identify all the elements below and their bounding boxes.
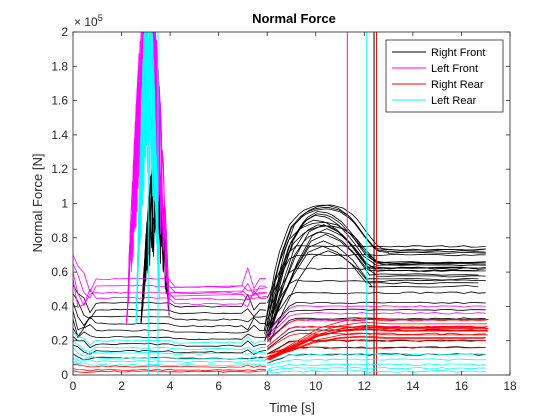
- series-right-front-peak: [266, 208, 486, 327]
- series-right-rear-peak: [269, 317, 489, 358]
- y-exponent-base: × 10: [74, 15, 98, 29]
- plot-area: [73, 32, 489, 375]
- series-right-front-peak: [265, 224, 479, 336]
- y-tick-label: 1: [61, 197, 68, 211]
- series-right-rear-baseline: [73, 368, 267, 372]
- series-right-front-peak: [268, 211, 486, 332]
- x-tick-label: 12: [358, 379, 372, 393]
- y-tick-label: 1.2: [51, 162, 68, 176]
- chart-title: Normal Force: [252, 11, 336, 26]
- legend-label: Right Front: [431, 47, 485, 59]
- y-exponent-power: 5: [98, 13, 103, 23]
- series-right-front-peak: [269, 250, 479, 343]
- series-left-rear-baseline: [73, 331, 267, 346]
- series-left-rear-spike: [135, 32, 160, 324]
- series-right-rear-peak: [265, 325, 486, 361]
- series-right-front-peak: [268, 213, 486, 333]
- legend-label: Right Rear: [431, 79, 484, 91]
- series-right-rear-baseline: [73, 363, 267, 368]
- series-left-front-baseline: [73, 254, 267, 293]
- series-right-front-baseline: [73, 327, 267, 341]
- series-right-front-peak: [264, 245, 479, 342]
- y-tick-label: 1.6: [51, 94, 68, 108]
- x-tick-label: 8: [264, 379, 271, 393]
- series-right-rear-baseline: [73, 370, 267, 373]
- series-right-front-baseline: [73, 301, 267, 326]
- series-left-rear-late: [267, 363, 486, 370]
- y-tick-label: 1.8: [51, 59, 68, 73]
- axes: 0 2 4 6 8 10 12 14 16 18 0 0.2 0.4 0.6 0.8 1 1.2 1.4 1.6 1.…: [51, 25, 517, 393]
- series-left-rear-late: [267, 366, 486, 372]
- x-tick-label: 10: [309, 379, 323, 393]
- series-left-rear-baseline: [73, 346, 267, 357]
- y-tick-label: 0.2: [51, 334, 68, 348]
- y-tick-label: 0.6: [51, 265, 68, 279]
- x-tick-label: 16: [455, 379, 469, 393]
- series-right-front-peak: [268, 228, 479, 337]
- x-tick-label: 4: [167, 379, 174, 393]
- y-exponent-label: × 105: [74, 13, 103, 29]
- series-left-front-mid: [170, 293, 268, 300]
- series-right-rear-peak: [267, 321, 487, 359]
- x-tick-label: 6: [215, 379, 222, 393]
- legend: Right Front Left Front Right Rear Left Rear: [385, 39, 504, 113]
- series-right-front-baseline: [73, 319, 267, 338]
- y-tick-label: 0: [61, 368, 68, 382]
- series-left-rear-baseline: [73, 361, 267, 367]
- series-left-rear-baseline: [73, 357, 267, 365]
- series-right-rear-peak: [269, 326, 489, 361]
- x-tick-label: 0: [70, 379, 77, 393]
- y-tick-label: 0.4: [51, 299, 68, 313]
- series-left-rear-late: [267, 370, 486, 374]
- series-right-front-baseline: [73, 336, 267, 349]
- y-tick-label: 0.8: [51, 231, 68, 245]
- series-right-front-peak: [266, 214, 486, 333]
- legend-label: Left Front: [431, 63, 478, 75]
- x-tick-label: 14: [406, 379, 420, 393]
- y-axis-label: Normal Force [N]: [30, 154, 45, 253]
- series-right-rear-peak: [268, 332, 489, 357]
- series-left-rear-late: [267, 353, 486, 364]
- y-tick-label: 1.4: [51, 128, 68, 142]
- x-tick-label: 2: [118, 379, 125, 393]
- y-tick-label: 2: [61, 25, 68, 39]
- series-left-rear-late: [267, 358, 486, 366]
- series-right-front-baseline: [73, 344, 267, 355]
- legend-label: Left Rear: [431, 95, 477, 107]
- series-left-front-mid: [170, 290, 268, 297]
- series-left-front-mid: [170, 285, 268, 292]
- x-axis-label: Time [s]: [269, 400, 315, 415]
- series-left-rear-baseline: [73, 353, 267, 361]
- x-tick-label: 18: [503, 379, 517, 393]
- series-right-front-baseline: [73, 310, 267, 331]
- series-left-rear-baseline: [73, 340, 267, 352]
- series-right-rear-peak: [269, 328, 489, 355]
